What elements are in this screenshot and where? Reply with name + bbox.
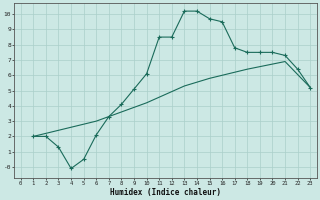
X-axis label: Humidex (Indice chaleur): Humidex (Indice chaleur) bbox=[110, 188, 221, 197]
